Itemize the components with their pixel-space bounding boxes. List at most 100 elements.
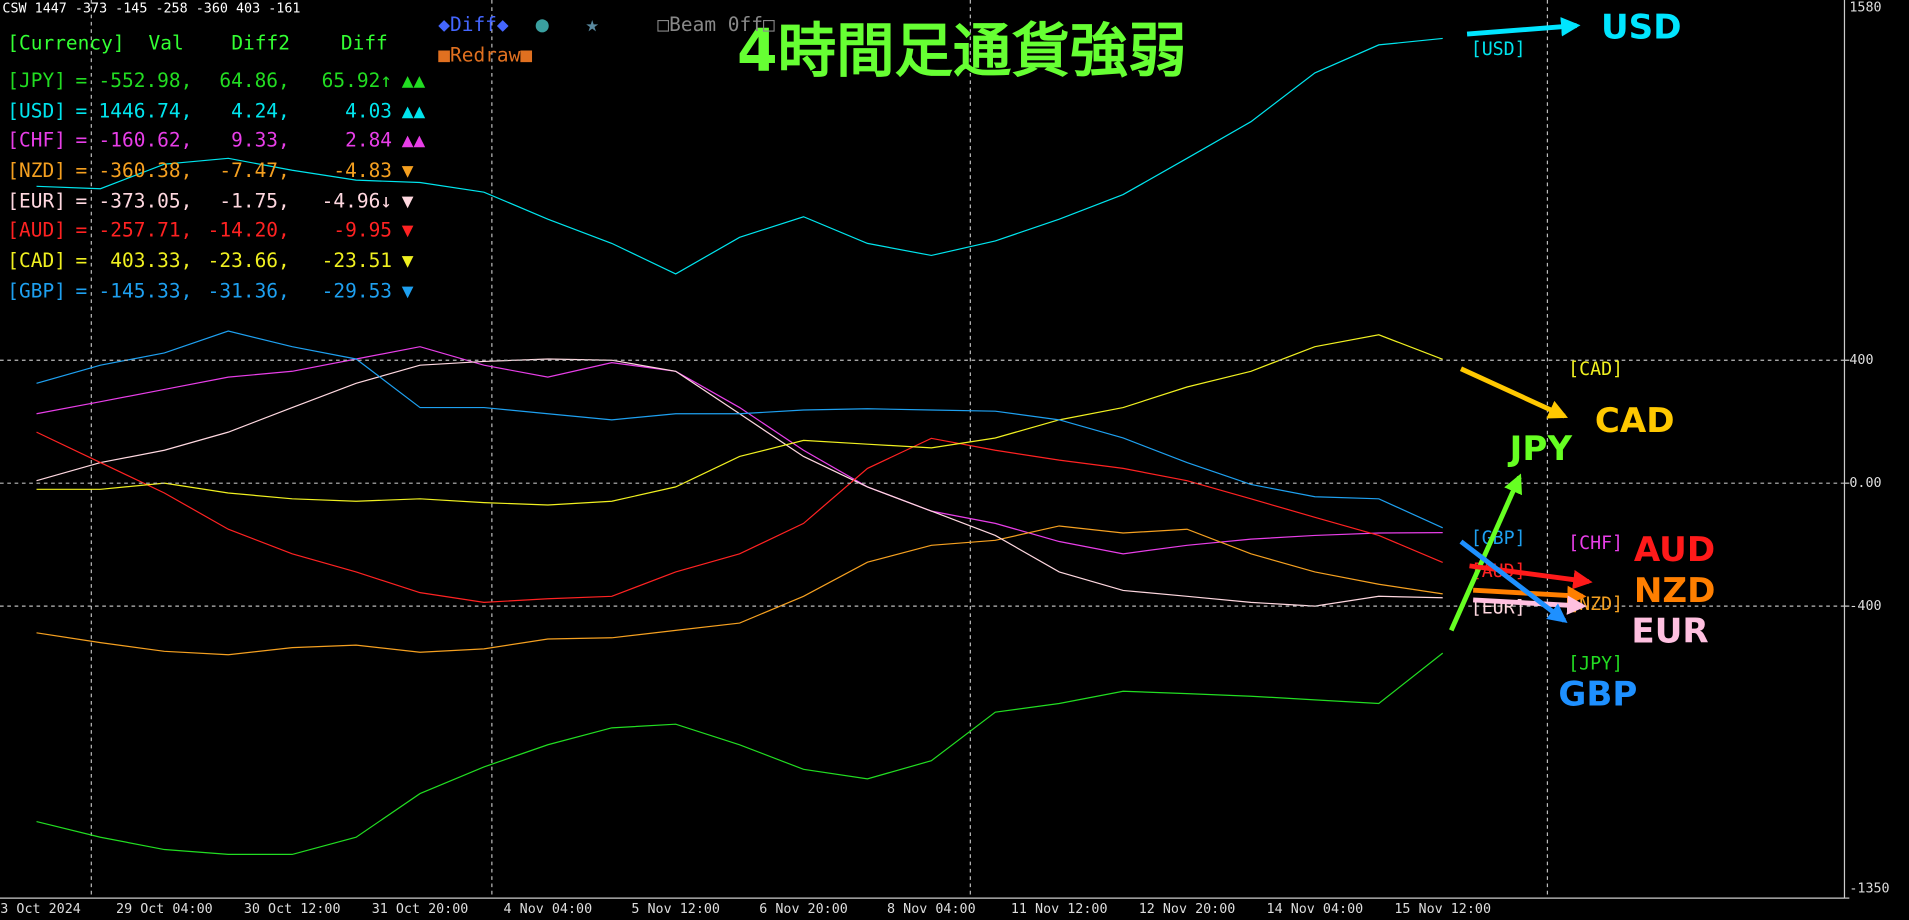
legend-diff: 65.92↑ [322,69,392,92]
x-tick-label: 8 Nov 04:00 [887,902,976,917]
legend-signal: ▼ [402,190,414,213]
legend-diff2: -14.20, [208,219,290,242]
x-tick-label: 14 Nov 04:00 [1267,902,1364,917]
legend-eq: = [75,190,87,213]
annotation-arrow [1466,17,1581,37]
legend-eq: = [75,129,87,152]
legend-val: 1446.74, [99,99,193,122]
end-label: [GBP] [1471,528,1526,549]
x-tick-label: 23 Oct 2024 [0,902,81,917]
y-tick-label: -1350 [1849,881,1889,896]
end-label: [CHF] [1568,533,1623,554]
x-tick-label: 12 Nov 20:00 [1139,902,1236,917]
legend-eq: = [75,219,87,242]
end-label: [JPY] [1568,653,1623,674]
annotation-label: USD [1601,8,1682,48]
toolbar-item[interactable]: ◆Diff◆ [438,13,509,36]
series-line [36,346,1443,555]
x-tick-label: 5 Nov 12:00 [631,902,720,917]
legend-val: -373.05, [99,190,193,213]
end-label: [CAD] [1568,359,1623,380]
toolbar-item[interactable]: ● [536,13,550,38]
toolbar-item[interactable]: ■Redraw■ [438,43,532,66]
chart-title: 4時間足通貨強弱 [737,17,1187,85]
series-line [36,431,1443,603]
legend-diff2: 64.86, [219,69,289,92]
annotation-label: EUR [1631,611,1708,651]
toolbar-item[interactable]: ★ [586,13,599,38]
y-tick-label: 1580 [1849,0,1881,15]
legend-signal: ▲▲ [402,129,426,152]
legend-eq: = [75,99,87,122]
legend-val: 403.33, [110,249,192,272]
legend-val: -552.98, [99,69,193,92]
annotation-arrow [1449,473,1522,632]
x-tick-label: 4 Nov 04:00 [504,902,593,917]
end-label: [USD] [1471,39,1526,60]
legend-name: [NZD] [7,159,66,182]
annotation-label: JPY [1508,429,1574,469]
legend-name: [EUR] [7,190,66,213]
table-header: Diff [341,31,388,54]
series-line [36,334,1443,506]
x-tick-label: 30 Oct 12:00 [244,902,341,917]
legend-val: -145.33, [99,280,193,303]
series-line [36,37,1443,275]
series-line [36,525,1443,656]
legend-signal: ▼ [402,280,414,303]
legend-name: [CAD] [7,249,66,272]
annotation-label: AUD [1634,530,1715,570]
legend-eq: = [75,280,87,303]
legend-name: [USD] [7,99,66,122]
legend-val: -360.38, [99,159,193,182]
legend-diff: -4.96↓ [322,190,392,213]
legend-name: [CHF] [7,129,66,152]
y-tick-label: -400 [1849,599,1881,614]
legend-signal: ▼ [402,219,414,242]
legend-diff: -29.53 [322,280,392,303]
annotation-arrow [1459,366,1568,419]
legend-val: -257.71, [99,219,193,242]
y-tick-label: 400 [1849,353,1873,368]
legend-name: [AUD] [7,219,66,242]
legend-signal: ▲▲ [402,69,426,92]
period-separators [90,0,1549,899]
series-line [36,652,1444,856]
header-text: CSW 1447 -373 -145 -258 -360 403 -161 [2,2,300,17]
table-header: Diff2 [231,31,290,54]
table-header: [Currency] [7,31,124,54]
legend-diff: -9.95 [333,219,392,242]
legend-diff: -23.51 [322,249,392,272]
toolbar-item[interactable]: □Beam 0ff□ [657,13,775,36]
annotation-label: NZD [1634,571,1716,611]
legend-eq: = [75,159,87,182]
legend-diff: 2.84 [345,129,392,152]
legend-diff: -4.83 [333,159,392,182]
legend-name: [JPY] [7,69,66,92]
legend-diff2: 4.24, [231,99,290,122]
x-tick-label: 6 Nov 20:00 [759,902,848,917]
series-line [36,330,1443,529]
x-tick-label: 15 Nov 12:00 [1394,902,1491,917]
annotation-arrow [1459,539,1568,624]
legend-diff2: -31.36, [208,280,290,303]
x-tick-label: 11 Nov 12:00 [1011,902,1108,917]
series-lines [36,37,1444,856]
legend-diff2: -7.47, [219,159,289,182]
y-tick-label: 0.00 [1849,476,1881,491]
x-tick-label: 31 Oct 20:00 [372,902,469,917]
annotation-arrow [1469,563,1593,590]
legend-diff2: -1.75, [219,190,289,213]
legend-name: [GBP] [7,280,66,303]
annotation-label: CAD [1595,401,1675,441]
annotation-label: GBP [1558,675,1637,715]
legend-signal: ▼ [402,159,414,182]
legend-eq: = [75,69,87,92]
legend-diff: 4.03 [345,99,392,122]
legend-val: -160.62, [99,129,193,152]
legend-diff2: 9.33, [231,129,290,152]
x-tick-label: 29 Oct 04:00 [116,902,213,917]
legend-signal: ▲▲ [402,99,426,122]
